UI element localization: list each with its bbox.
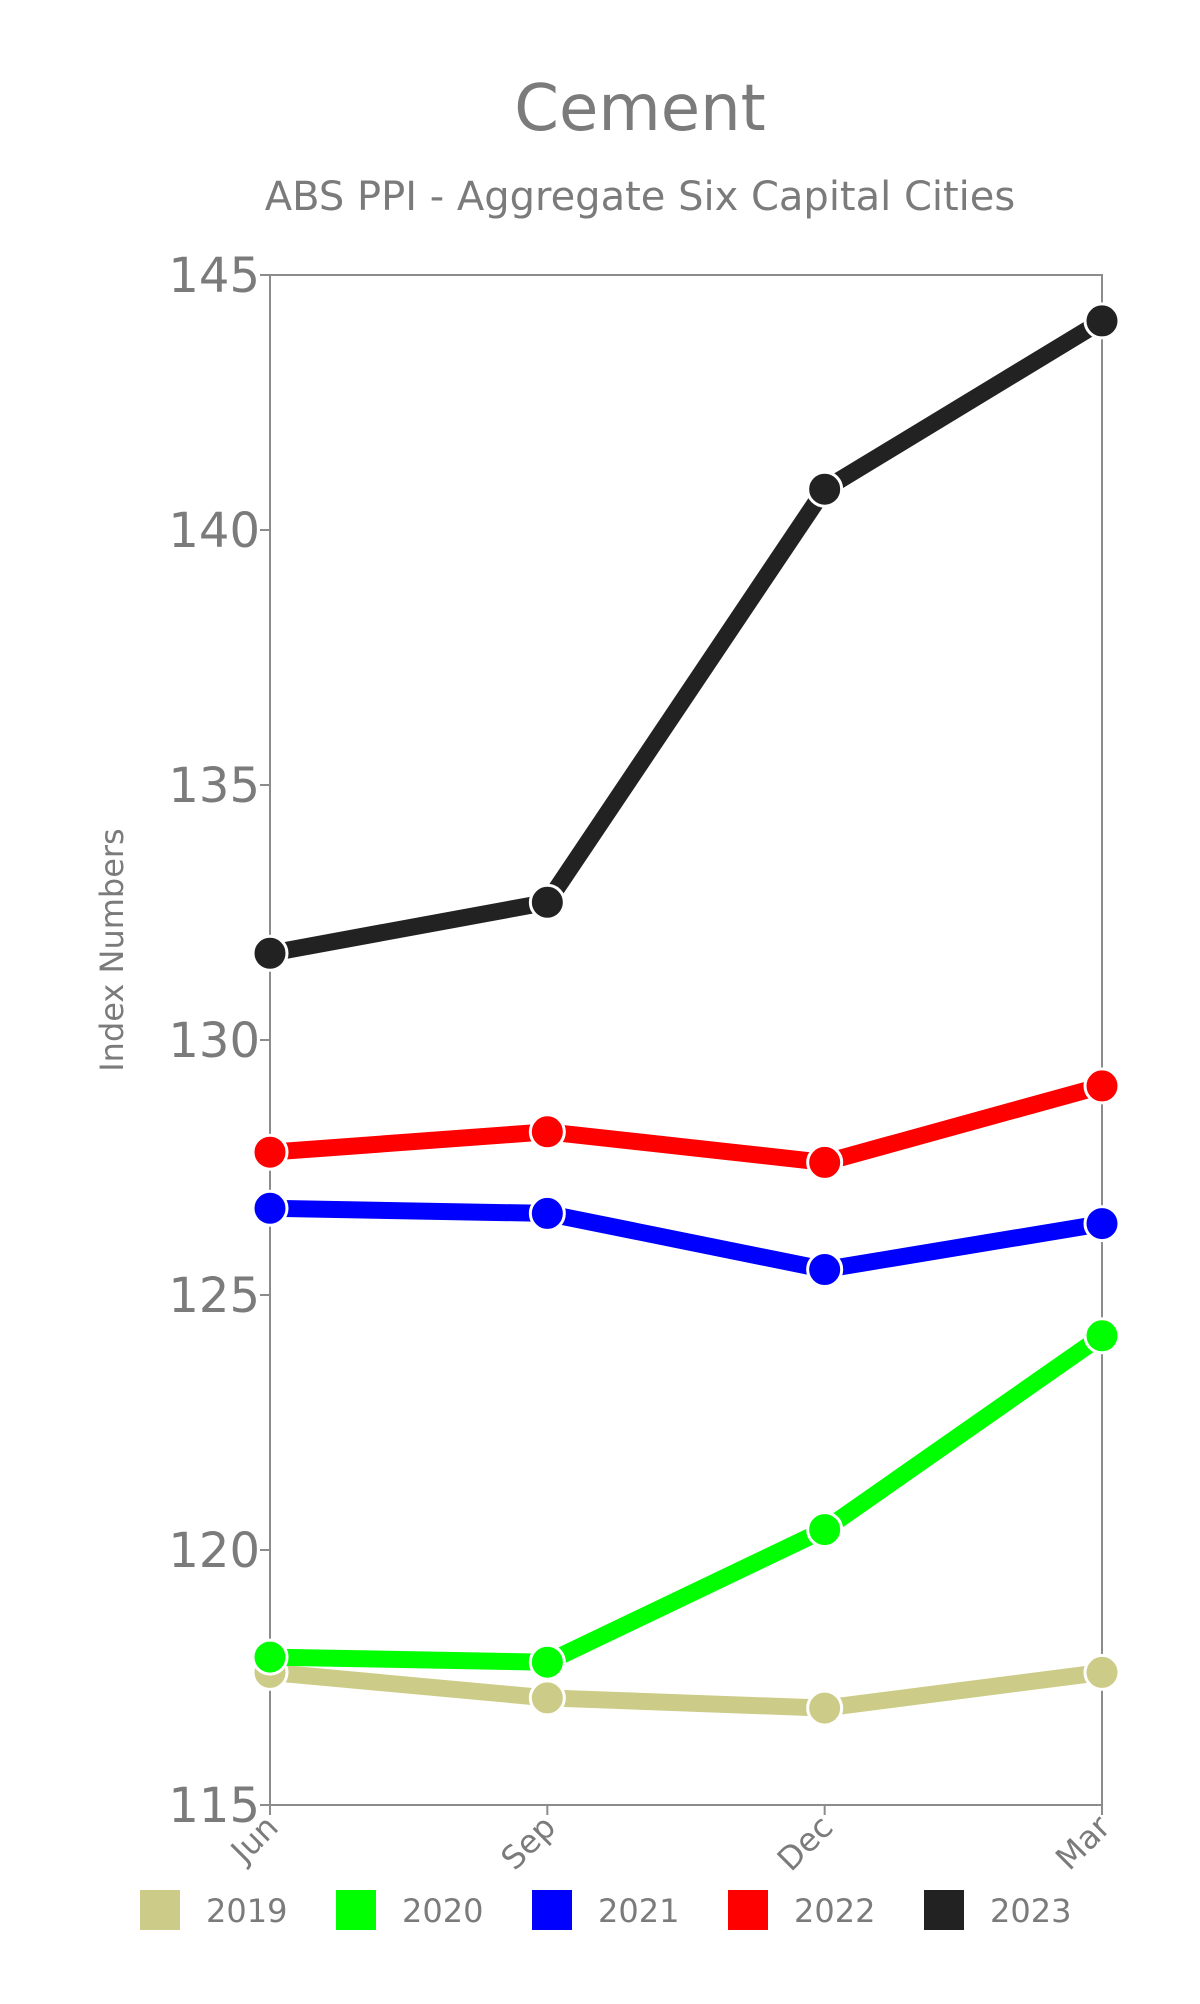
plot-frame (269, 274, 1103, 1806)
series-line (261, 1199, 1111, 1278)
data-point (528, 1113, 566, 1151)
series-line (261, 1077, 1111, 1171)
x-tick-label: Dec (770, 1808, 841, 1879)
legend-item-2023[interactable]: 2023 (924, 1890, 1071, 1930)
legend-label: 2023 (990, 1892, 1071, 1930)
legend-item-2022[interactable]: 2022 (728, 1890, 875, 1930)
y-tick-label: 135 (168, 758, 260, 814)
legend-label: 2021 (598, 1892, 679, 1930)
series-2022 (251, 1067, 1121, 1181)
data-point (1083, 1067, 1121, 1105)
series-line (261, 1663, 1111, 1717)
series-2020 (251, 1317, 1121, 1681)
legend-label: 2019 (206, 1892, 287, 1930)
series-2021 (251, 1189, 1121, 1288)
series-line (261, 1327, 1111, 1671)
data-point (251, 1133, 289, 1171)
data-point (251, 1189, 289, 1227)
data-point (528, 1643, 566, 1681)
legend-label: 2020 (402, 1892, 483, 1930)
y-tick-label: 130 (168, 1013, 260, 1069)
legend-item-2019[interactable]: 2019 (140, 1890, 287, 1930)
legend-label: 2022 (794, 1892, 875, 1930)
y-tick-label: 145 (168, 248, 260, 304)
chart-subtitle: ABS PPI - Aggregate Six Capital Cities (265, 174, 1016, 220)
series-line (261, 312, 1111, 962)
series-layer (251, 302, 1121, 1727)
data-point (251, 934, 289, 972)
data-point (1083, 1653, 1121, 1691)
data-point (528, 1679, 566, 1717)
data-point (251, 1638, 289, 1676)
legend-swatch (532, 1890, 572, 1930)
legend-swatch (924, 1890, 964, 1930)
legend: 2019 2020 2021 2022 2023 (140, 1890, 1071, 1930)
data-point (1083, 302, 1121, 340)
y-tick-label: 120 (168, 1523, 260, 1579)
legend-swatch (140, 1890, 180, 1930)
y-tick-label: 140 (168, 503, 260, 559)
legend-item-2021[interactable]: 2021 (532, 1890, 679, 1930)
y-tick-label: 115 (168, 1778, 260, 1834)
legend-swatch (728, 1890, 768, 1930)
data-point (528, 883, 566, 921)
y-tick-label: 125 (168, 1268, 260, 1324)
data-point (1083, 1205, 1121, 1243)
series-2023 (251, 302, 1121, 972)
data-point (528, 1194, 566, 1232)
legend-item-2020[interactable]: 2020 (336, 1890, 483, 1930)
chart-title: Cement (514, 72, 765, 146)
x-tick-label: Sep (493, 1808, 563, 1878)
data-point (1083, 1317, 1121, 1355)
data-point (806, 1689, 844, 1727)
data-point (806, 1251, 844, 1288)
y-axis-label: Index Numbers (93, 828, 131, 1071)
legend-swatch (336, 1890, 376, 1930)
data-point (806, 1511, 844, 1549)
data-point (806, 470, 844, 508)
x-tick-label: Mar (1048, 1807, 1118, 1877)
data-point (806, 1143, 844, 1181)
